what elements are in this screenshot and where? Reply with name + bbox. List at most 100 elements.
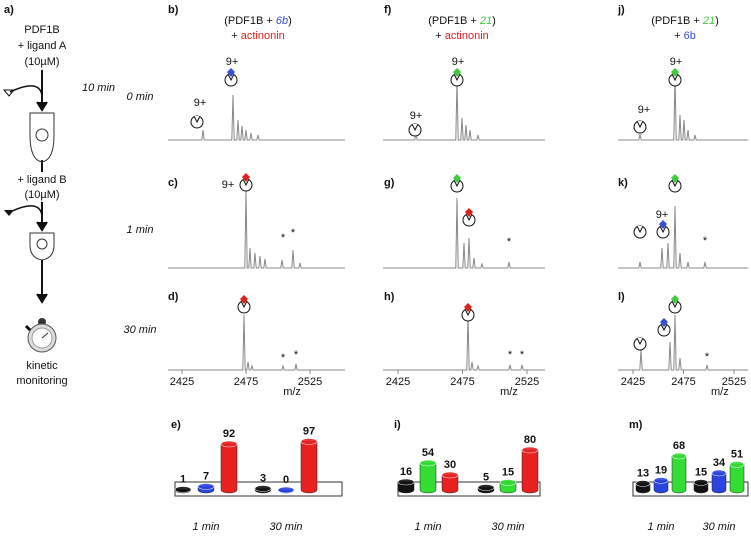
time-label: 0 min bbox=[127, 91, 154, 103]
charge-label: 9+ bbox=[194, 97, 207, 109]
x-axis-label: m/z bbox=[283, 386, 301, 398]
ligand-icon bbox=[242, 173, 250, 182]
ligand-icon bbox=[453, 68, 461, 77]
charge-label: 9+ bbox=[638, 104, 651, 116]
scheme-text: + ligand A bbox=[18, 40, 67, 52]
category-label: 1 min bbox=[648, 521, 675, 533]
bar bbox=[300, 441, 318, 494]
star: * bbox=[291, 227, 296, 239]
bar-top bbox=[711, 469, 727, 477]
title-part: + bbox=[674, 30, 683, 42]
arrow-head bbox=[36, 293, 48, 304]
binding-site bbox=[411, 123, 419, 132]
arrow bbox=[9, 205, 43, 217]
arrow-head bbox=[36, 221, 48, 232]
charge-label: 9+ bbox=[670, 56, 683, 68]
ligand-icon bbox=[671, 68, 679, 77]
column-title: (PDF1B + 6b) bbox=[224, 15, 292, 27]
title-part: (PDF1B + bbox=[224, 15, 276, 27]
binding-site bbox=[636, 337, 644, 346]
title-part: ) bbox=[492, 15, 496, 27]
bar-top bbox=[300, 438, 318, 445]
bar-top bbox=[635, 480, 651, 487]
panel-label: m) bbox=[629, 419, 643, 431]
value-label: 80 bbox=[524, 434, 536, 446]
ligand-icon bbox=[671, 295, 679, 304]
ligand-icon bbox=[660, 318, 668, 327]
bar-top bbox=[220, 440, 238, 448]
scheme-text: kinetic bbox=[26, 360, 58, 372]
value-label: 7 bbox=[203, 470, 209, 482]
bar-top bbox=[441, 471, 459, 479]
scheme-arrows bbox=[9, 70, 48, 304]
scheme-text: (10µM) bbox=[24, 189, 59, 201]
bar-top bbox=[671, 452, 687, 460]
x-tick-label: 2475 bbox=[234, 376, 258, 388]
time-label: 30 min bbox=[123, 324, 156, 336]
value-label: 13 bbox=[637, 467, 649, 479]
scheme-text: 10 min bbox=[82, 82, 115, 94]
arrow bbox=[9, 85, 43, 97]
panel-label: a) bbox=[4, 4, 14, 16]
value-label: 3 bbox=[260, 472, 266, 484]
bar-top bbox=[477, 484, 495, 491]
ligand-icon bbox=[465, 208, 473, 217]
x-tick-label: 2475 bbox=[450, 376, 474, 388]
column-title: + 6b bbox=[674, 30, 696, 42]
spectrum bbox=[383, 79, 545, 141]
bar bbox=[441, 474, 459, 494]
value-label: 16 bbox=[400, 466, 412, 478]
tube bbox=[29, 232, 55, 261]
charge-label: 9+ bbox=[222, 179, 235, 191]
title-part: 21 bbox=[702, 15, 715, 27]
bar bbox=[220, 443, 238, 494]
x-tick-label: 2525 bbox=[298, 376, 322, 388]
star: * bbox=[294, 349, 299, 361]
spectrum bbox=[168, 189, 345, 269]
x-axis-label: m/z bbox=[500, 386, 518, 398]
scheme-text: PDF1B bbox=[24, 24, 59, 36]
title-part: 6b bbox=[276, 15, 288, 27]
panel-label: h) bbox=[384, 291, 395, 303]
panel-label: d) bbox=[168, 291, 179, 303]
charge-label: 9+ bbox=[410, 110, 423, 122]
panel-label: f) bbox=[384, 4, 392, 16]
value-label: 92 bbox=[223, 428, 235, 440]
category-label: 1 min bbox=[193, 521, 220, 533]
scheme-text: + ligand B bbox=[17, 174, 66, 186]
spectrum bbox=[618, 205, 748, 269]
category-label: 30 min bbox=[269, 521, 302, 533]
x-tick-label: 2425 bbox=[170, 376, 194, 388]
binding-site bbox=[193, 115, 201, 124]
bar-top bbox=[419, 459, 437, 467]
scheme-text: monitoring bbox=[16, 375, 67, 387]
category-label: 30 min bbox=[702, 521, 735, 533]
plot-frame bbox=[632, 481, 749, 497]
value-label: 30 bbox=[444, 459, 456, 471]
star: * bbox=[507, 236, 512, 248]
spectrum bbox=[168, 94, 345, 141]
value-label: 68 bbox=[673, 440, 685, 452]
value-label: 19 bbox=[655, 464, 667, 476]
panel-label: c) bbox=[168, 177, 178, 189]
value-label: 51 bbox=[731, 448, 743, 460]
value-label: 1 bbox=[180, 473, 186, 485]
value-label: 5 bbox=[483, 471, 489, 483]
bar-top bbox=[174, 486, 192, 493]
value-label: 15 bbox=[695, 466, 707, 478]
bar bbox=[653, 480, 669, 494]
bar-top bbox=[653, 477, 669, 484]
ligand-icon bbox=[227, 68, 235, 77]
scheme-text: (10µM) bbox=[24, 56, 59, 68]
x-tick-label: 2525 bbox=[722, 376, 746, 388]
x-tick-label: 2425 bbox=[386, 376, 410, 388]
title-part: 6b bbox=[684, 30, 696, 42]
spectrum bbox=[618, 74, 748, 141]
ligand-a-icon bbox=[2, 89, 16, 97]
panel-label: b) bbox=[168, 4, 179, 16]
value-label: 0 bbox=[283, 474, 289, 486]
bar-top bbox=[277, 486, 295, 494]
spectrum bbox=[383, 314, 545, 371]
title-part: actinonin bbox=[445, 30, 489, 42]
